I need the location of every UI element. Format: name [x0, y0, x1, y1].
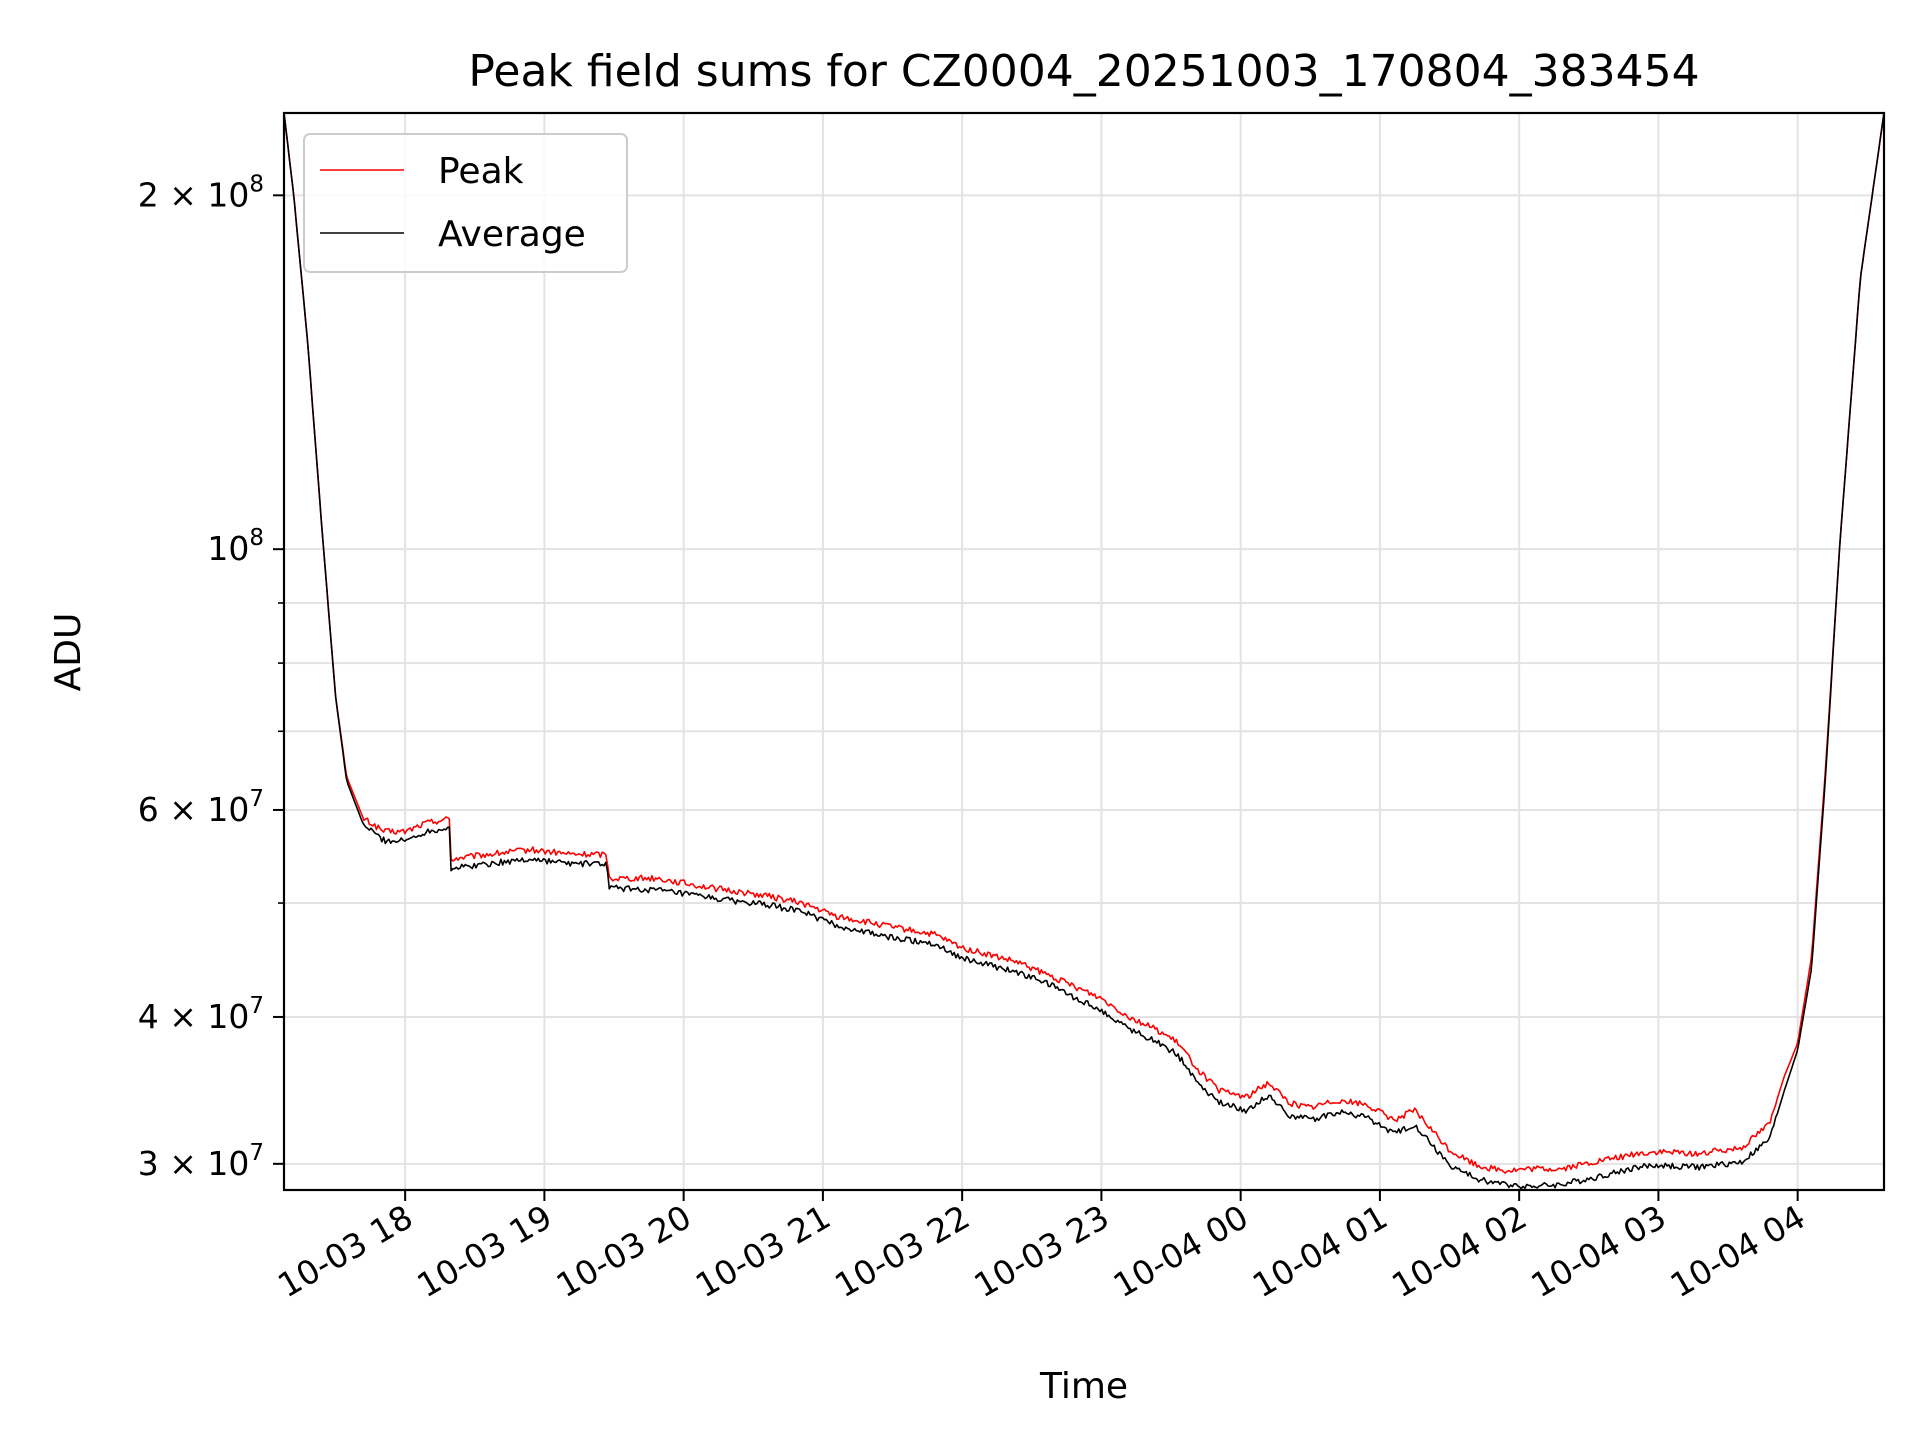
y-tick-label: 3 × 107 — [138, 1140, 264, 1183]
y-tick-label: 6 × 107 — [138, 786, 264, 829]
y-axis-label: ADU — [48, 613, 89, 692]
y-tick-label: 2 × 108 — [138, 171, 264, 214]
series-line-average — [283, 112, 1885, 1190]
legend-box — [303, 133, 628, 273]
y-tick-label: 4 × 107 — [138, 993, 264, 1036]
chart-title: Peak field sums for CZ0004_20251003_1708… — [468, 46, 1699, 97]
legend-label-average: Average — [438, 214, 586, 255]
legend: Peak Average — [303, 133, 628, 273]
y-tick-label: 108 — [207, 525, 264, 568]
legend-label-peak: Peak — [438, 151, 524, 192]
plot-frame — [282, 111, 1886, 1192]
series-line-peak — [283, 112, 1885, 1174]
grid-layer — [284, 113, 1884, 1190]
x-axis-label: Time — [1039, 1366, 1128, 1407]
series-layer — [283, 112, 1885, 1190]
